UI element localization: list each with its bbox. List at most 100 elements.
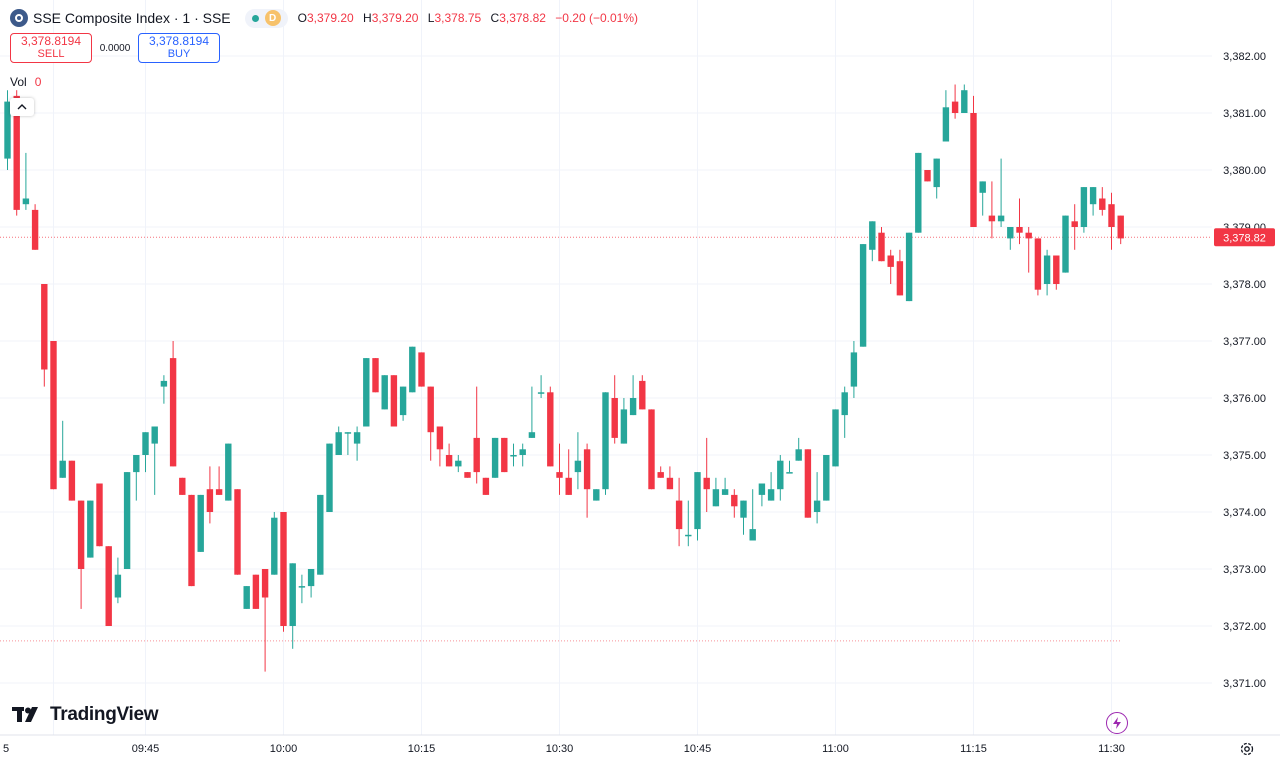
candle-up <box>629 398 637 416</box>
lightning-icon[interactable] <box>1106 712 1128 734</box>
symbol-logo-icon[interactable] <box>10 9 28 27</box>
candle-up <box>4 101 11 159</box>
candle-down <box>988 215 996 222</box>
reference-lines <box>0 236 1212 642</box>
candle-down <box>427 386 434 433</box>
candle-up <box>381 375 388 410</box>
candle-up <box>869 221 876 250</box>
volume-legend[interactable]: Vol 0 <box>10 75 41 89</box>
x-tick-label: 10:30 <box>546 743 574 755</box>
spread-value: 0.0000 <box>99 42 131 54</box>
candle-up <box>813 500 821 512</box>
candle-down <box>445 455 453 467</box>
x-tick-label: 11:00 <box>822 743 849 755</box>
candle-down <box>1016 227 1023 233</box>
candle-up <box>491 437 499 478</box>
time-axis[interactable]: 5 09:45 10:00 10:15 10:30 10:45 11:00 11:15 11:3… <box>3 743 1125 755</box>
candle-down <box>390 375 398 427</box>
candle-up <box>289 563 296 626</box>
candle-down <box>473 437 480 473</box>
sell-button[interactable]: 3,378.8194 SELL <box>10 33 92 63</box>
candles <box>4 84 1124 672</box>
symbol-title[interactable]: SSE Composite Index · 1 · SSE <box>33 10 231 26</box>
low-label: L <box>427 11 435 25</box>
candle-up <box>749 529 756 541</box>
candle-down <box>675 500 683 530</box>
candle-down <box>280 512 287 626</box>
tradingview-logo[interactable]: TradingView <box>12 704 159 726</box>
candle-down <box>703 477 710 490</box>
legend-header: SSE Composite Index · 1 · SSE D O3,379.2… <box>10 8 644 28</box>
candle-down <box>804 449 812 518</box>
open-value: 3,379.20 <box>306 11 354 25</box>
candle-up <box>905 232 913 302</box>
candle-down <box>41 284 48 370</box>
candle-down <box>482 477 490 495</box>
candle-up <box>694 472 701 530</box>
candle-up <box>602 392 609 490</box>
x-tick-label: 10:15 <box>408 743 436 755</box>
buy-button[interactable]: 3,378.8194 BUY <box>138 33 220 63</box>
candle-up <box>399 386 407 416</box>
candle-down <box>215 489 223 495</box>
market-status[interactable]: D <box>244 8 288 28</box>
candle-down <box>887 255 894 267</box>
candle-down <box>372 358 379 393</box>
y-tick-label: 3,375.00 <box>1223 450 1266 462</box>
x-tick-label: 11:15 <box>960 743 987 755</box>
y-tick-label: 3,382.00 <box>1223 51 1266 63</box>
candle-down <box>31 209 39 250</box>
last-price-badge <box>1214 228 1275 247</box>
candle-up <box>620 409 628 444</box>
candle-up <box>344 432 352 434</box>
candle-down <box>105 546 112 626</box>
candle-up <box>326 443 333 512</box>
open-label: O <box>297 11 307 25</box>
candle-up <box>298 586 306 588</box>
candle-down <box>1034 238 1042 290</box>
candle-down <box>418 352 425 387</box>
market-open-dot-icon <box>251 14 259 22</box>
candle-up <box>933 158 940 188</box>
candle-down <box>924 170 931 182</box>
candle-up <box>777 460 784 490</box>
y-tick-label: 3,377.00 <box>1223 336 1266 348</box>
candle-up <box>123 472 131 569</box>
candle-up <box>519 449 526 455</box>
close-value: 3,378.82 <box>499 11 546 25</box>
candle-up <box>740 500 747 518</box>
candle-up <box>455 460 462 467</box>
candle-up <box>841 392 848 416</box>
x-tick-label: 09:45 <box>132 743 160 755</box>
price-axis[interactable]: 3,371.00 3,372.00 3,373.00 3,374.00 3,375.00… <box>1223 51 1266 690</box>
candle-up <box>133 455 140 473</box>
candle-up <box>1080 187 1088 227</box>
candle-up <box>225 443 232 501</box>
candle-up <box>510 455 517 457</box>
candle-up <box>997 215 1005 222</box>
candle-up <box>832 409 839 467</box>
last-price-tag: 3,378.82 <box>1214 228 1275 247</box>
candle-up <box>271 517 278 575</box>
volume-label: Vol <box>10 75 27 89</box>
candle-up <box>767 489 775 501</box>
candle-down <box>896 261 904 296</box>
candle-down <box>234 489 241 575</box>
ohlc-values: O3,379.20 H3,379.20 L3,378.75 C3,378.82 … <box>298 11 644 25</box>
high-label: H <box>363 11 372 25</box>
candle-up <box>22 198 30 205</box>
gear-icon[interactable] <box>1239 741 1255 757</box>
candle-down <box>639 380 646 410</box>
candle-up <box>363 358 370 427</box>
candle-up <box>823 455 830 501</box>
candle-down <box>1108 204 1115 227</box>
candle-down <box>547 392 554 467</box>
candle-up <box>87 500 94 558</box>
y-tick-label: 3,380.00 <box>1223 165 1266 177</box>
chevron-up-icon[interactable] <box>10 98 34 116</box>
buy-label: BUY <box>167 48 191 60</box>
candle-up <box>307 569 315 587</box>
sell-price: 3,378.8194 <box>20 34 82 48</box>
candle-down <box>648 409 655 490</box>
